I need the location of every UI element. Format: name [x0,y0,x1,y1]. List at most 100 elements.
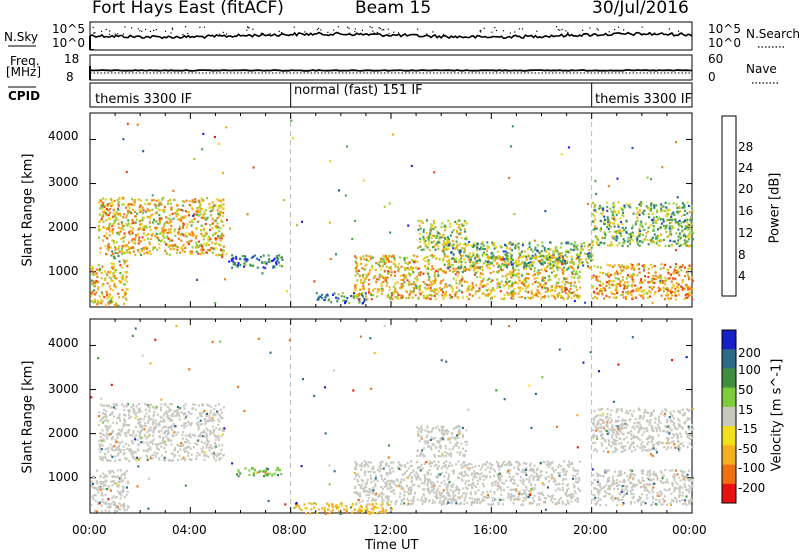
velocity-cluster-1-cell [102,438,105,441]
power-cluster-5-cell [403,266,406,269]
power-cluster-0-cell [123,294,126,297]
velocity-cluster-0-cell [111,496,114,500]
power-cluster-9-cell [625,267,628,270]
power-cluster-5-cell [563,269,566,272]
power-cluster-5-cell [387,266,390,269]
power-cluster-8-cell [612,217,615,220]
velocity-cluster-1-cell [182,431,185,434]
power-cluster-7-cell [589,254,592,257]
power-cluster-0-cell [93,289,96,292]
velocity-cluster-3-cell [308,502,311,505]
power-cluster-9-cell [690,293,693,297]
power-cluster-8-cell [671,219,674,222]
nsearch-dot [393,31,395,33]
velocity-cluster-1-cell [119,448,122,451]
velocity-cluster-1-cell [178,454,181,457]
power-cluster-8-cell [637,241,640,244]
power-cluster-8-cell [659,210,662,213]
power-cluster-2-cell [118,250,121,253]
power-cluster-8-cell [595,242,598,246]
velocity-cluster-0-cell [127,482,130,485]
power-cluster-9-cell [657,286,660,289]
power-cluster-6-cell [435,242,438,245]
power-cluster-9-cell [608,279,611,282]
power-cluster-5-cell [355,287,357,290]
power-cluster-9-cell [634,296,637,299]
power-cluster-8-cell [684,242,687,245]
power-cluster-7-cell [475,260,478,263]
power-sparse-cell [252,166,255,169]
velocity-cluster-1-cell [205,436,208,439]
nsearch-dot [94,32,96,34]
power-cluster-5-cell [540,268,543,271]
velocity-cluster-2-cell [264,469,267,473]
power-cluster-2-cell [175,251,178,254]
velocity-cluster-2-cell [271,474,274,477]
power-cluster-2-cell [178,218,181,221]
power-cluster-2-cell [148,243,151,246]
power-cluster-5-cell [373,276,376,279]
power-cluster-2-cell [220,234,223,237]
power-cluster-7-cell [476,248,479,252]
power-sparse-cell [313,280,316,283]
power-cluster-8-cell [617,225,620,228]
power-cluster-2-cell [202,228,205,231]
velocity-cluster-1-cell [185,441,188,444]
power-cluster-8-cell [653,220,656,223]
velocity-cluster-1-cell [216,412,219,415]
power-sparse-cell [345,145,348,148]
power-cluster-5-cell [543,285,546,288]
power-cluster-2-cell [188,240,191,243]
velocity-cluster-1-cell [172,425,175,428]
power-cluster-2-cell [142,212,144,215]
power-cluster-3-cell [243,258,246,261]
velocity-cluster-1-cell [158,458,161,461]
power-cluster-0-cell [115,277,118,280]
power-cluster-5-cell [439,287,441,290]
velocity-cluster-1-cell [128,409,131,412]
power-cluster-0-cell [115,302,118,305]
power-cluster-5-cell [426,283,429,286]
velocity-cluster-0-cell [114,496,117,499]
power-cluster-6-cell [447,238,450,241]
power-cluster-5-cell [546,290,549,293]
power-cluster-5-cell [571,271,574,274]
power-cluster-8-cell [646,238,649,241]
power-cluster-7-cell [459,249,462,252]
power-cluster-0-cell [107,270,110,274]
power-cluster-5-cell [424,286,427,289]
power-cluster-8-cell [625,203,628,206]
velocity-cluster-1-cell [133,450,136,454]
power-cluster-5-cell [390,268,393,271]
power-cluster-5-cell [490,290,492,294]
power-cluster-3-cell [231,266,234,269]
power-cluster-8-cell [609,226,612,229]
power-cluster-2-cell [123,232,126,235]
power-cluster-9-cell [612,280,615,283]
power-cluster-2-cell [144,225,146,228]
power-cluster-0-cell [124,271,127,274]
power-cluster-0-cell [93,293,96,296]
velocity-cluster-1-cell [199,414,202,417]
power-cluster-4-cell [324,296,327,299]
power-cluster-5-cell [359,281,362,284]
power-cluster-7-cell [535,255,538,258]
power-cluster-2-cell [200,245,203,248]
power-cluster-6-cell [457,248,460,252]
power-cluster-5-cell [534,273,536,276]
power-cluster-8-cell [685,221,688,224]
power-cluster-5-cell [452,277,455,280]
power-cluster-5-cell [569,291,572,295]
power-cluster-9-cell [630,274,633,277]
velocity-cluster-4-cell [474,473,476,476]
power-cluster-8-cell [637,232,640,235]
power-cluster-7-cell [549,248,552,251]
nsearch-dot [668,28,670,30]
power-cluster-5-cell [387,293,390,296]
power-cluster-0-cell [110,277,113,280]
power-cluster-0-cell [96,301,99,304]
power-cluster-5-cell [515,272,518,276]
power-cluster-9-cell [598,284,601,287]
velocity-cluster-4-cell [451,486,454,489]
velocity-cluster-2-cell [275,469,278,472]
